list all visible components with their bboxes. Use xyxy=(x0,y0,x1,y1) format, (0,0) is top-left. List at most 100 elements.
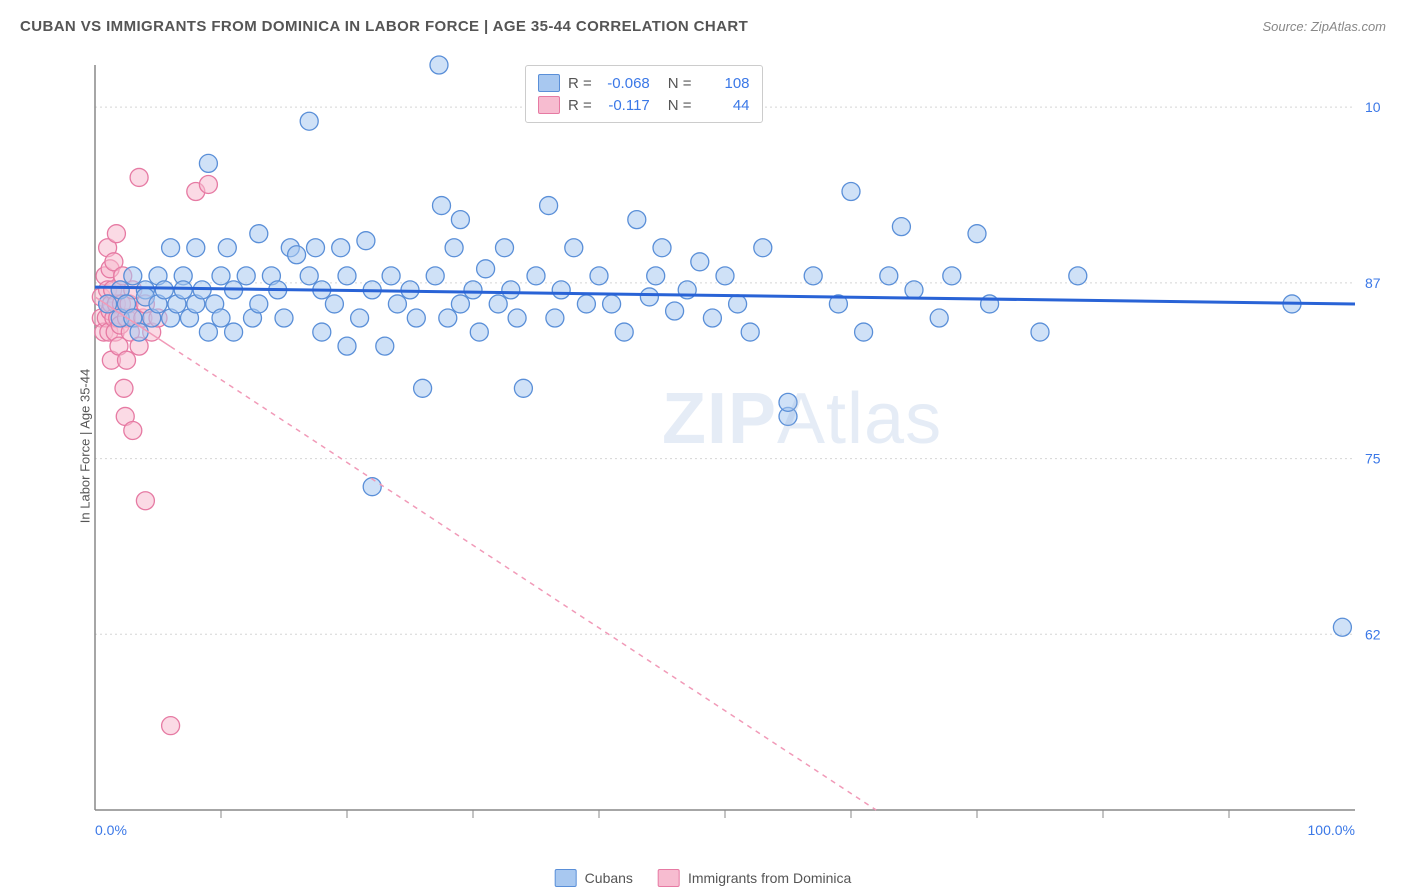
y-tick-label: 62.5% xyxy=(1365,626,1380,642)
data-point xyxy=(218,239,236,257)
data-point xyxy=(603,295,621,313)
chart-area: 62.5% 75.0% 87.5% 100.0% 0.0% 100.0% R =-0.06… xyxy=(50,55,1380,835)
data-point xyxy=(199,175,217,193)
y-tick-label: 100.0% xyxy=(1365,99,1380,115)
data-point xyxy=(892,218,910,236)
data-point xyxy=(187,239,205,257)
data-point xyxy=(477,260,495,278)
data-point xyxy=(212,267,230,285)
data-point xyxy=(615,323,633,341)
data-point xyxy=(552,281,570,299)
data-point xyxy=(338,267,356,285)
data-point xyxy=(666,302,684,320)
data-point xyxy=(363,478,381,496)
data-point xyxy=(300,267,318,285)
data-point xyxy=(496,239,514,257)
data-point xyxy=(527,267,545,285)
scatter-chart-svg: 62.5% 75.0% 87.5% 100.0% 0.0% 100.0% xyxy=(50,55,1380,835)
legend-swatch xyxy=(538,74,560,92)
data-point xyxy=(130,168,148,186)
data-point xyxy=(376,337,394,355)
data-point xyxy=(508,309,526,327)
data-point xyxy=(647,267,665,285)
stat-label-n: N = xyxy=(668,97,692,114)
data-point xyxy=(107,225,125,243)
x-max-label: 100.0% xyxy=(1308,822,1355,835)
data-point xyxy=(407,309,425,327)
data-point xyxy=(968,225,986,243)
data-point xyxy=(162,717,180,735)
data-point xyxy=(199,323,217,341)
data-point xyxy=(628,211,646,229)
legend-item: Cubans xyxy=(555,869,633,887)
data-point xyxy=(118,351,136,369)
data-point xyxy=(382,267,400,285)
data-point xyxy=(250,225,268,243)
data-point xyxy=(729,295,747,313)
data-point xyxy=(470,323,488,341)
data-point xyxy=(338,337,356,355)
source-attribution: Source: ZipAtlas.com xyxy=(1262,19,1386,34)
data-point xyxy=(174,281,192,299)
data-point xyxy=(590,267,608,285)
data-point xyxy=(855,323,873,341)
data-point xyxy=(115,379,133,397)
data-point xyxy=(162,239,180,257)
stat-label-r: R = xyxy=(568,75,592,92)
data-point xyxy=(433,197,451,215)
stats-row: R =-0.117N =44 xyxy=(538,94,750,116)
data-point xyxy=(502,281,520,299)
data-point xyxy=(212,309,230,327)
data-point xyxy=(754,239,772,257)
correlation-stats-legend: R =-0.068N =108R = -0.117 N = 44 xyxy=(525,65,763,123)
data-point xyxy=(741,323,759,341)
chart-title: CUBAN VS IMMIGRANTS FROM DOMINICA IN LAB… xyxy=(20,18,748,35)
data-point xyxy=(357,232,375,250)
x-min-label: 0.0% xyxy=(95,822,127,835)
data-point xyxy=(332,239,350,257)
data-point xyxy=(779,393,797,411)
data-point xyxy=(1031,323,1049,341)
legend-swatch xyxy=(538,96,560,114)
data-point xyxy=(880,267,898,285)
data-point xyxy=(155,281,173,299)
y-tick-label: 75.0% xyxy=(1365,451,1380,467)
data-point xyxy=(99,295,117,313)
data-point xyxy=(275,309,293,327)
legend-swatch xyxy=(555,869,577,887)
data-point xyxy=(136,492,154,510)
data-point xyxy=(199,154,217,172)
data-point xyxy=(716,267,734,285)
stat-value-r: -0.117 xyxy=(600,97,650,114)
data-point xyxy=(804,267,822,285)
data-point xyxy=(489,295,507,313)
y-tick-label: 87.5% xyxy=(1365,275,1380,291)
stats-row: R =-0.068N =108 xyxy=(538,72,750,94)
data-point xyxy=(288,246,306,264)
data-point xyxy=(1333,618,1351,636)
series-legend: Cubans Immigrants from Dominica xyxy=(555,869,852,887)
stat-label-n: N = xyxy=(668,75,692,92)
data-point xyxy=(250,295,268,313)
data-point xyxy=(325,295,343,313)
data-point xyxy=(905,281,923,299)
data-point xyxy=(1069,267,1087,285)
data-point xyxy=(565,239,583,257)
data-point xyxy=(124,267,142,285)
data-point xyxy=(351,309,369,327)
data-point xyxy=(237,267,255,285)
data-point xyxy=(540,197,558,215)
data-point xyxy=(577,295,595,313)
data-point xyxy=(430,56,448,74)
data-point xyxy=(653,239,671,257)
data-point xyxy=(842,183,860,201)
legend-label: Immigrants from Dominica xyxy=(688,870,851,886)
data-point xyxy=(546,309,564,327)
legend-item: Immigrants from Dominica xyxy=(658,869,851,887)
data-point xyxy=(943,267,961,285)
legend-label: Cubans xyxy=(585,870,633,886)
data-point xyxy=(691,253,709,271)
data-point xyxy=(451,211,469,229)
stat-value-n: 44 xyxy=(700,97,750,114)
data-point xyxy=(930,309,948,327)
